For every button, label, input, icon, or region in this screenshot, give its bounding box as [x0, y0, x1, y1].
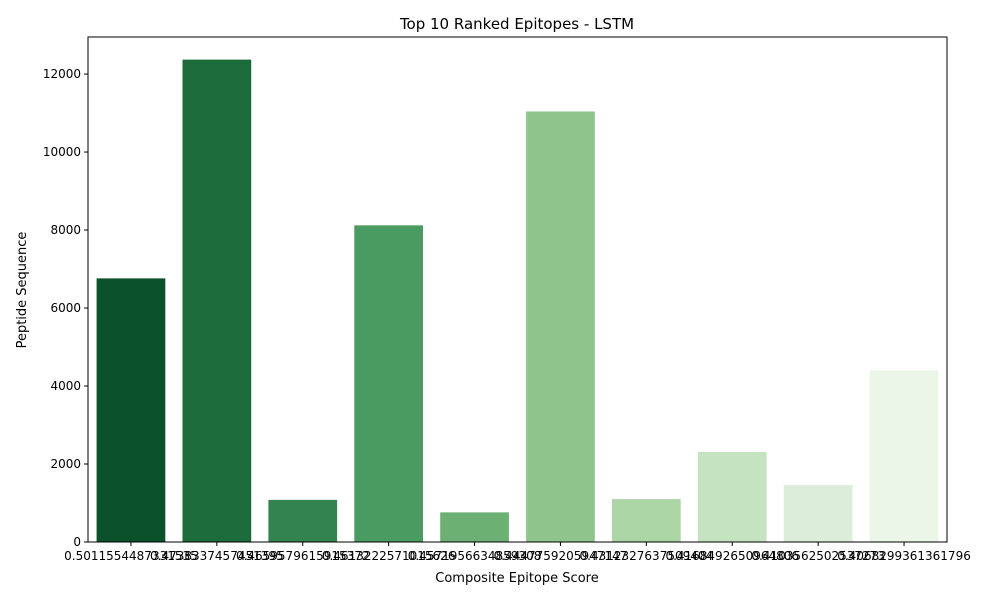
y-tick-label: 2000	[50, 457, 81, 471]
y-axis-title: Peptide Sequence	[15, 232, 30, 349]
bar-6	[526, 111, 595, 542]
x-tick-label: 0.4103562502537273	[751, 549, 885, 563]
y-tick-label: 4000	[50, 379, 81, 393]
x-axis: 0.50115544873315350.47383374574513950.46…	[64, 542, 971, 563]
y-tick-label: 12000	[43, 67, 81, 81]
x-tick-label: 0.4738337457451395	[150, 549, 284, 563]
chart-title: Top 10 Ranked Epitopes - LSTM	[399, 15, 634, 33]
plot-frame	[87, 36, 948, 543]
bar-5	[440, 512, 509, 542]
bar-10	[869, 370, 939, 542]
x-tick-label: 0.4312327637509404	[580, 549, 714, 563]
x-tick-label: 0.5011554487331535	[64, 549, 198, 563]
x-tick-label: 0.4613222571015626	[322, 549, 456, 563]
bar-3	[268, 499, 338, 542]
x-tick-label: 0.4571956634859308	[408, 549, 542, 563]
bar-7	[611, 499, 681, 542]
x-tick-label: 0.4447759205947147	[494, 549, 628, 563]
x-tick-label: 0.4659579615915372	[236, 549, 370, 563]
x-tick-label: 0.4168492650964806	[665, 549, 799, 563]
bars-group	[96, 59, 939, 543]
bar-4	[354, 225, 424, 542]
y-tick-label: 0	[73, 535, 81, 549]
x-tick-label: 0.4068299361361796	[837, 549, 971, 563]
y-tick-label: 10000	[43, 145, 81, 159]
bar-2	[182, 59, 252, 543]
x-axis-title: Composite Epitope Score	[435, 571, 598, 586]
bar-1	[96, 278, 166, 542]
bar-9	[783, 485, 853, 542]
y-axis: 0 2000 4000 6000 8000 10000 12000	[43, 67, 88, 549]
y-tick-label: 8000	[50, 223, 81, 237]
y-tick-label: 6000	[50, 301, 81, 315]
bar-8	[697, 451, 767, 542]
